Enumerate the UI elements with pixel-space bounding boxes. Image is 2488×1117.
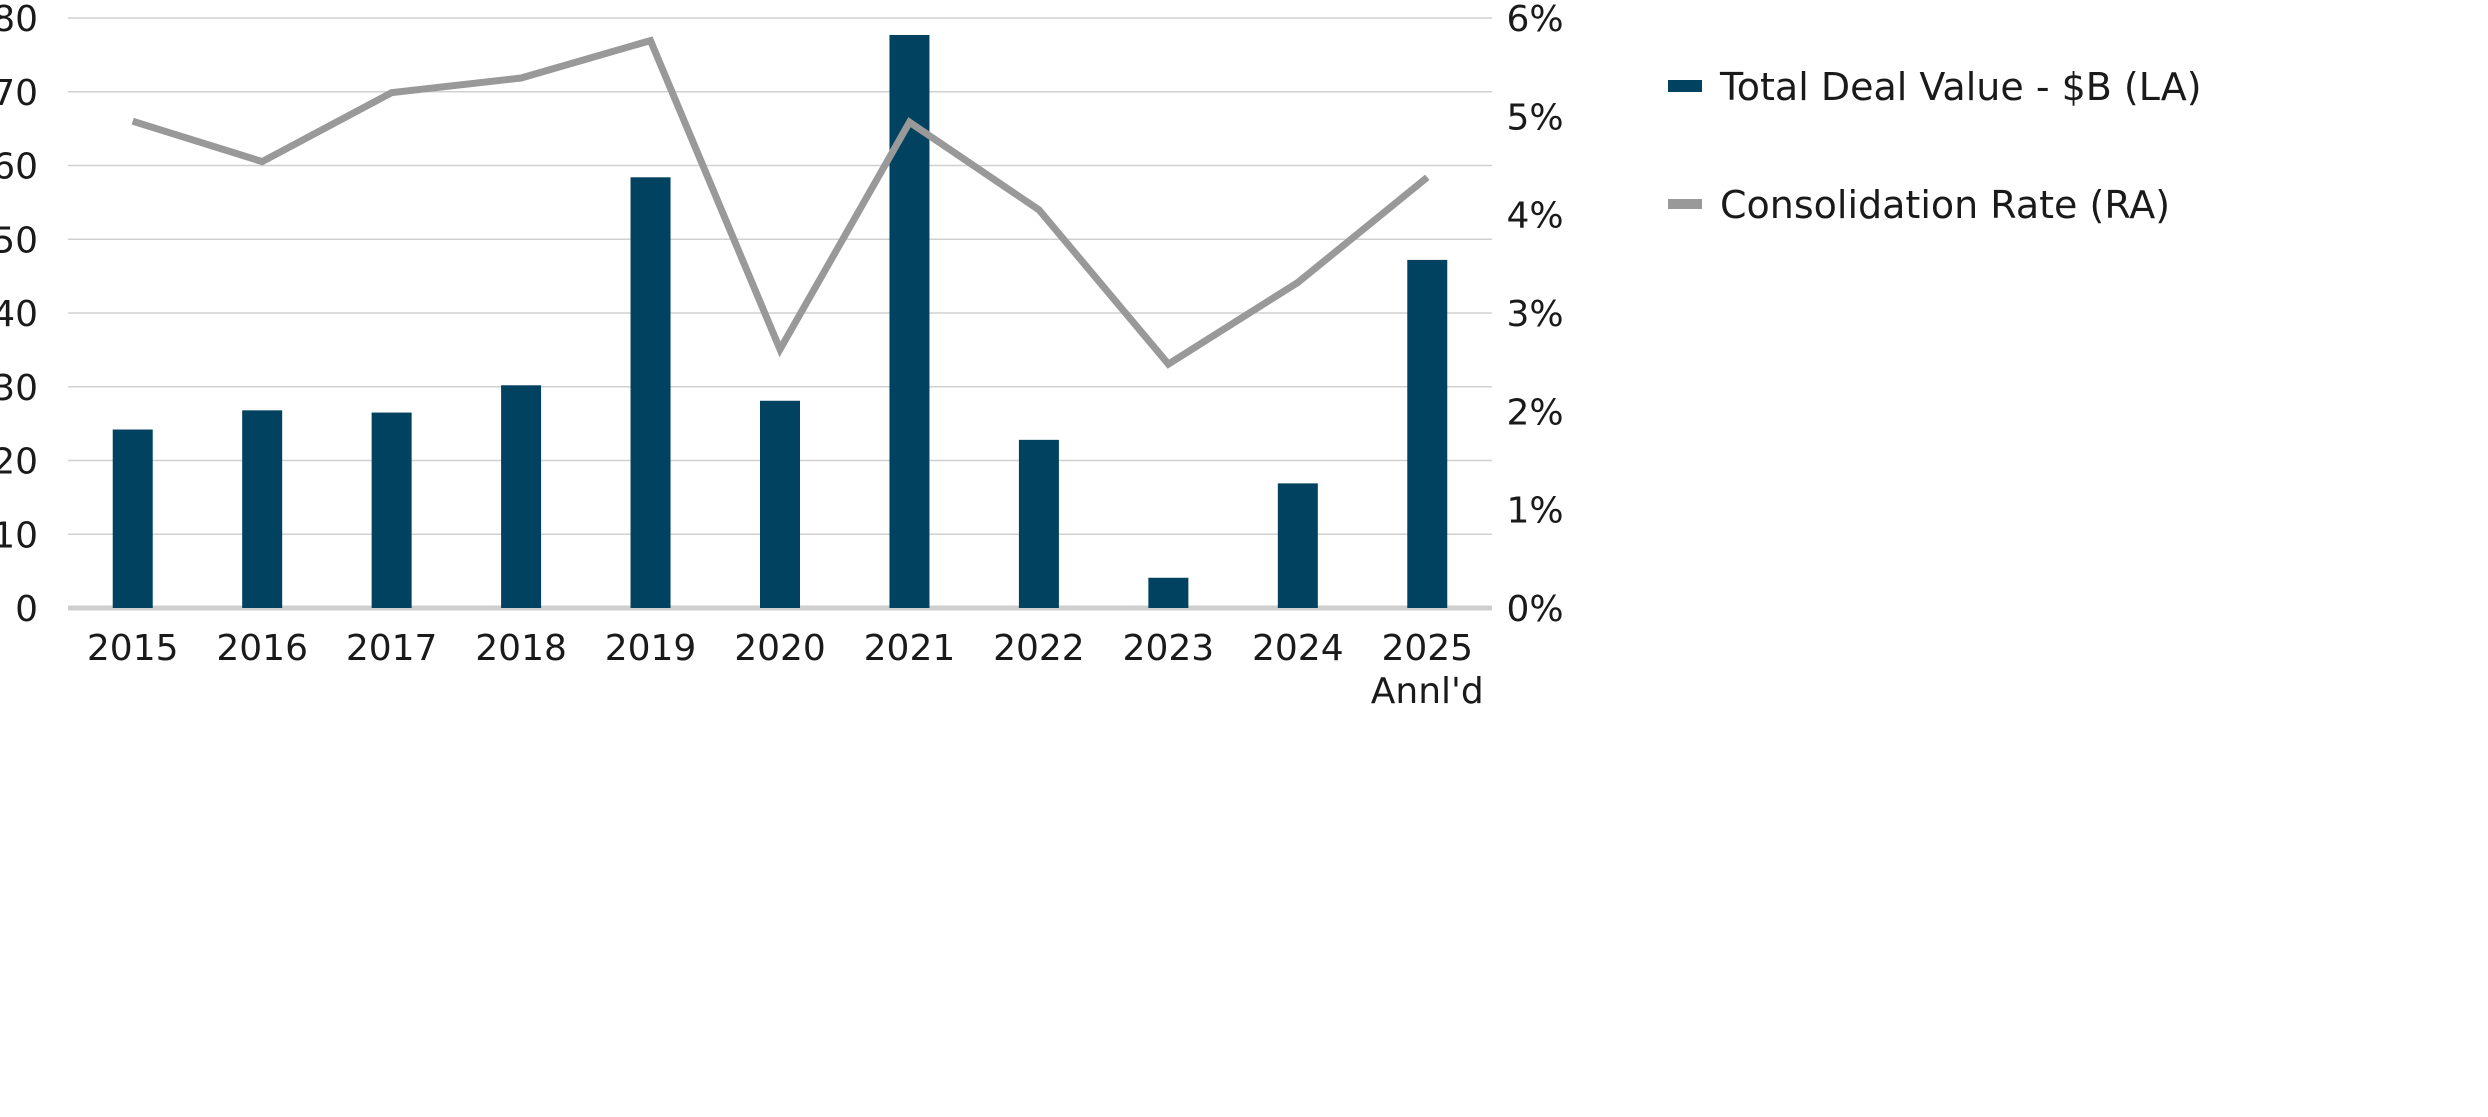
left-tick-label: 20	[0, 442, 38, 483]
legend-label-line: Consolidation Rate (RA)	[1720, 183, 2170, 227]
left-tick-label: 50	[0, 220, 38, 261]
left-tick-label: 30	[0, 368, 38, 409]
x-tick-label: 2023	[1123, 628, 1215, 669]
right-tick-label: 3%	[1506, 294, 1563, 335]
x-tick-label: 2025 Annl'd	[1371, 628, 1484, 712]
left-tick-label: 70	[0, 73, 38, 114]
right-tick-label: 1%	[1506, 491, 1563, 532]
right-axis: 0% 1% 2% 3% 4% 5% 6%	[1506, 0, 1563, 630]
bar	[760, 400, 800, 608]
bar	[1148, 577, 1189, 608]
line-series	[131, 36, 1430, 369]
line-path	[131, 36, 1430, 369]
bar	[242, 410, 283, 608]
x-tick-label: 2024	[1252, 628, 1344, 669]
bar	[1407, 259, 1448, 608]
right-tick-label: 4%	[1506, 196, 1563, 237]
right-tick-label: 5%	[1506, 97, 1563, 138]
left-tick-label: 10	[0, 515, 38, 556]
bar	[371, 412, 412, 608]
bar	[501, 385, 542, 608]
left-axis: 0 10 20 30 40 50 60 70 80	[0, 0, 38, 630]
bar	[112, 429, 153, 608]
x-tick-label: 2018	[475, 628, 567, 669]
right-tick-label: 0%	[1506, 589, 1563, 630]
left-tick-label: 0	[15, 589, 38, 630]
x-tick-label: 2019	[605, 628, 697, 669]
left-tick-label: 60	[0, 147, 38, 188]
x-tick-label: 2017	[346, 628, 438, 669]
right-tick-label: 6%	[1506, 0, 1563, 40]
left-tick-label: 80	[0, 0, 38, 40]
x-tick-label: 2020	[734, 628, 826, 669]
x-tick-label: 2022	[993, 628, 1085, 669]
x-tick-label: 2021	[864, 628, 956, 669]
legend-item-line: Consolidation Rate (RA)	[1668, 183, 2170, 227]
legend-swatch-line	[1668, 199, 1702, 209]
bar	[1277, 483, 1318, 608]
x-tick-label: 2016	[216, 628, 308, 669]
legend: Total Deal Value - $B (LA) Consolidation…	[1668, 65, 2202, 227]
bar	[1018, 439, 1059, 608]
legend-swatch-bar	[1668, 80, 1702, 92]
right-tick-label: 2%	[1506, 392, 1563, 433]
left-tick-label: 40	[0, 294, 38, 335]
x-tick-label: 2015	[87, 628, 179, 669]
bar-series	[112, 34, 1448, 609]
legend-label-bar: Total Deal Value - $B (LA)	[1719, 65, 2202, 109]
legend-item-bar: Total Deal Value - $B (LA)	[1668, 65, 2202, 109]
bar	[630, 177, 671, 609]
x-axis: 2015 2016 2017 2018 2019 2020 2021 2022 2023 2024…	[87, 628, 1484, 712]
